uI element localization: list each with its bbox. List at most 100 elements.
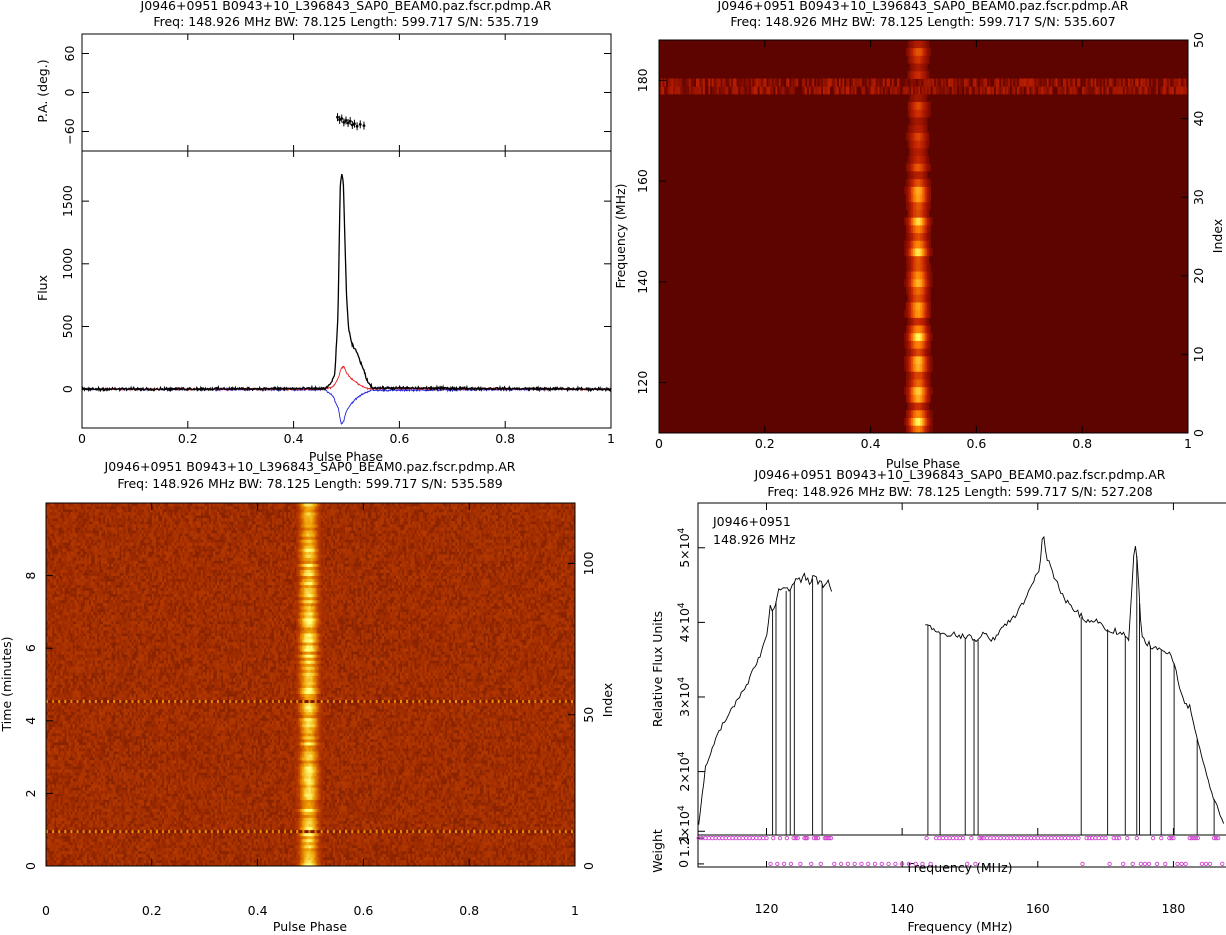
heatmap-cell [333,815,335,818]
heatmap-cell [142,851,144,854]
heatmap-cell [435,845,437,848]
heatmap-cell [927,156,929,164]
heatmap-cell [532,851,534,854]
heatmap-cell [109,857,111,860]
heatmap-cell [321,857,323,860]
heatmap-cell [931,425,933,433]
heatmap-cell [323,854,325,857]
heatmap-cell [386,836,388,839]
heatmap-cell [156,824,158,827]
heatmap-cell [361,812,363,815]
heatmap-cell [404,857,406,860]
heatmap-cell [256,821,258,824]
heatmap-cell [929,194,931,202]
heatmap-cell [115,839,117,842]
heatmap-cell [524,815,526,818]
heatmap-cell [420,812,422,815]
heatmap-cell [561,827,563,830]
heatmap-cell [538,848,540,851]
freq-phase-panel: J0946+0951 B0943+10_L396843_SAP0_BEAM0.p… [613,0,1225,471]
heatmap-cell [374,842,376,845]
heatmap-cell [400,818,402,821]
heatmap-cell [144,860,146,863]
heatmap-cell [74,809,76,812]
heatmap-cell [544,839,546,842]
heatmap-cell [341,821,343,824]
heatmap-cell [282,848,284,851]
heatmap-cell [461,833,463,836]
heatmap-cell [111,836,113,839]
heatmap-cell [496,824,498,827]
heatmap-cell [538,860,540,863]
heatmap-cell [211,842,213,845]
heatmap-cell [927,132,929,140]
heatmap-cell [506,824,508,827]
heatmap-cell [492,818,494,821]
heatmap-cell [372,821,374,824]
heatmap-cell [323,827,325,830]
heatmap-cell [563,815,565,818]
heatmap-cell [272,854,274,857]
heatmap-cell [58,836,60,839]
heatmap-cell [156,854,158,857]
heatmap-cell [374,851,376,854]
heatmap-cell [288,824,290,827]
heatmap-cell [286,845,288,848]
heatmap-cell [414,848,416,851]
heatmap-cell [188,845,190,848]
heatmap-cell [571,839,573,842]
heatmap-cell [461,860,463,863]
heatmap-cell [79,860,81,863]
heatmap-cell [321,848,323,851]
heatmap-cell [223,854,225,857]
heatmap-cell [109,854,111,857]
heatmap-cell [388,857,390,860]
heatmap-cell [398,821,400,824]
heatmap-cell [327,815,329,818]
heatmap-cell [72,854,74,857]
heatmap-cell [565,812,567,815]
heatmap-cell [93,860,95,863]
pa-plot-frame [82,34,611,151]
heatmap-cell [62,839,64,842]
heatmap-cell [148,812,150,815]
profile-x-tick-label: 0.6 [389,431,409,446]
heatmap-cell [459,836,461,839]
heatmap-cell [182,818,184,821]
heatmap-cell [89,845,91,848]
heatmap-cell [184,842,186,845]
heatmap-cell [93,815,95,818]
heatmap-cell [217,812,219,815]
heatmap-cell [569,821,571,824]
heatmap-cell [176,818,178,821]
heatmap-cell [569,851,571,854]
heatmap-cell [542,857,544,860]
heatmap-cell [237,860,239,863]
heatmap-cell [192,839,194,842]
heatmap-cell [559,812,561,815]
heatmap-cell [451,827,453,830]
heatmap-cell [547,827,549,830]
heatmap-cell [180,809,182,812]
heatmap-cell [251,821,253,824]
heatmap-cell [534,854,536,857]
heatmap-cell [217,821,219,824]
heatmap-cell [103,812,105,815]
freq-phase-index-tick-label: 50 [1191,32,1206,48]
heatmap-cell [467,851,469,854]
heatmap-cell [929,102,931,110]
heatmap-cell [162,836,164,839]
heatmap-cell [492,836,494,839]
heatmap-cell [60,812,62,815]
heatmap-cell [485,860,487,863]
heatmap-cell [400,851,402,854]
heatmap-cell [282,851,284,854]
heatmap-cell [97,809,99,812]
heatmap-cell [457,824,459,827]
heatmap-cell [449,848,451,851]
freq-phase-index-tick-label: 30 [1191,189,1206,205]
heatmap-cell [376,836,378,839]
heatmap-cell [209,809,211,812]
heatmap-cell [394,827,396,830]
freq-phase-x-tick-label: 0.4 [861,436,881,451]
